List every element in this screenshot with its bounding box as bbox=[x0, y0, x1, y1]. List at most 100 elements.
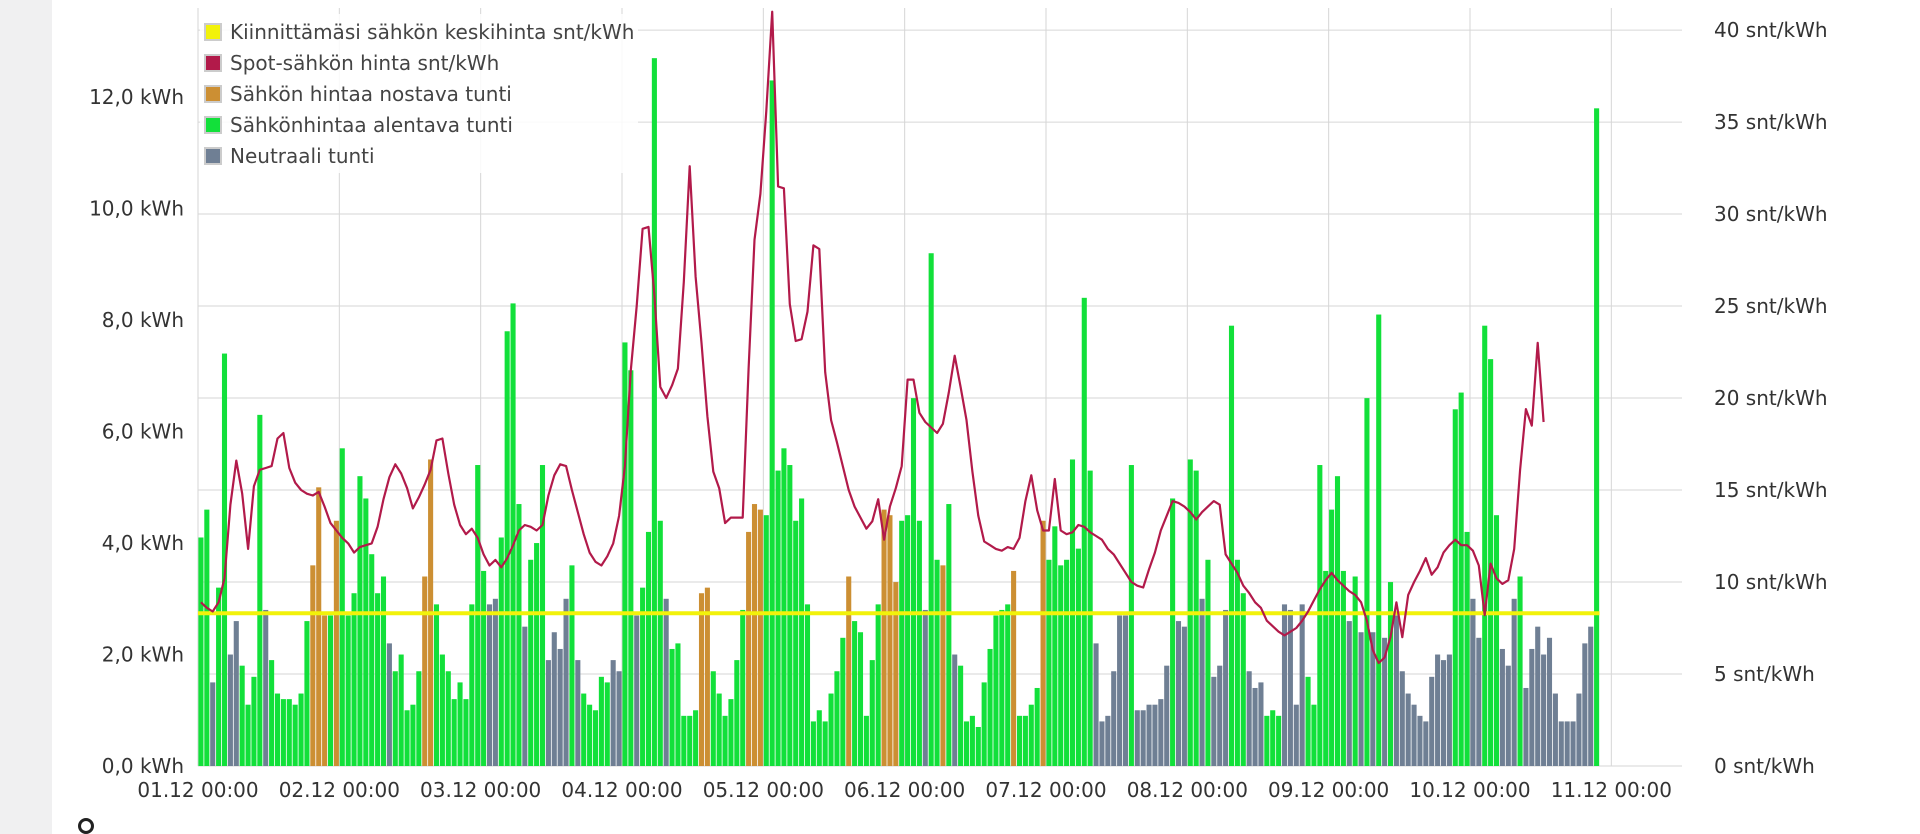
bar-lowering bbox=[1276, 715, 1282, 766]
bar-neutral bbox=[1175, 621, 1182, 766]
bar-lowering bbox=[622, 342, 628, 766]
bar-raising bbox=[746, 531, 752, 766]
bar-raising bbox=[751, 504, 758, 766]
bar-neutral bbox=[1105, 715, 1111, 766]
x-tick-label: 03.12 00:00 bbox=[420, 778, 541, 802]
bar-lowering bbox=[1240, 593, 1246, 766]
bar-neutral bbox=[233, 621, 239, 766]
bar-lowering bbox=[934, 559, 940, 766]
bar-lowering bbox=[822, 721, 828, 766]
y-left-tick-label: 8,0 kWh bbox=[102, 308, 184, 332]
bar-lowering bbox=[257, 414, 263, 766]
bar-raising bbox=[940, 565, 946, 766]
bar-lowering bbox=[799, 498, 805, 766]
bar-lowering bbox=[710, 671, 716, 766]
bar-lowering bbox=[963, 721, 970, 766]
bar-lowering bbox=[528, 559, 534, 766]
bar-neutral bbox=[1552, 693, 1558, 766]
bar-lowering bbox=[969, 715, 975, 766]
x-tick-label: 06.12 00:00 bbox=[844, 778, 965, 802]
bar-lowering bbox=[469, 604, 475, 766]
bar-lowering bbox=[516, 504, 522, 766]
bar-lowering bbox=[993, 615, 999, 766]
consumption-bars bbox=[198, 58, 1600, 767]
bar-lowering bbox=[781, 448, 787, 766]
bar-lowering bbox=[657, 520, 663, 766]
bar-lowering bbox=[946, 504, 952, 766]
legend-item-lowering-hour[interactable]: Sähkönhintaa alentava tunti bbox=[204, 109, 634, 140]
y-right-tick-label: 0 snt/kWh bbox=[1714, 754, 1815, 778]
bar-lowering bbox=[363, 498, 369, 766]
bar-lowering bbox=[857, 632, 864, 766]
legend-item-raising-hour[interactable]: Sähkön hintaa nostava tunti bbox=[204, 78, 634, 109]
spot-price-line bbox=[200, 10, 1545, 665]
y-left-tick-label: 10,0 kWh bbox=[89, 197, 184, 221]
bar-raising bbox=[1040, 520, 1046, 766]
bar-lowering bbox=[292, 704, 298, 766]
bar-lowering bbox=[1340, 570, 1346, 766]
bar-lowering bbox=[1234, 559, 1240, 766]
legend-item-fixed-price[interactable]: Kiinnittämäsi sähkön keskihinta snt/kWh bbox=[204, 16, 634, 47]
bar-lowering bbox=[816, 710, 822, 766]
bar-neutral bbox=[1417, 715, 1423, 766]
x-tick-label: 04.12 00:00 bbox=[561, 778, 682, 802]
bar-lowering bbox=[245, 704, 251, 766]
bar-neutral bbox=[1217, 665, 1223, 766]
bar-lowering bbox=[445, 671, 451, 766]
y-right-tick-label: 40 snt/kWh bbox=[1714, 18, 1828, 42]
bar-neutral bbox=[1140, 710, 1146, 766]
bar-lowering bbox=[439, 654, 445, 766]
bar-lowering bbox=[280, 699, 286, 766]
legend-item-neutral-hour[interactable]: Neutraali tunti bbox=[204, 140, 634, 171]
chart-legend: Kiinnittämäsi sähkön keskihinta snt/kWh … bbox=[200, 14, 639, 173]
bar-neutral bbox=[616, 671, 622, 766]
bar-lowering bbox=[928, 253, 934, 766]
bar-lowering bbox=[1334, 476, 1341, 766]
bar-neutral bbox=[1158, 699, 1164, 766]
bar-lowering bbox=[1387, 582, 1394, 766]
bar-lowering bbox=[852, 621, 858, 766]
bar-lowering bbox=[1329, 509, 1335, 766]
bar-raising bbox=[316, 487, 322, 766]
bar-lowering bbox=[728, 699, 734, 766]
bar-lowering bbox=[369, 554, 375, 766]
bar-lowering bbox=[669, 648, 675, 766]
legend-item-spot-price[interactable]: Spot-sähkön hinta snt/kWh bbox=[204, 47, 634, 78]
x-axis-labels: 01.12 00:00 02.12 00:00 03.12 00:00 04.12 0… bbox=[137, 778, 1672, 802]
bar-lowering bbox=[645, 531, 652, 766]
bar-neutral bbox=[1287, 609, 1293, 766]
y-right-tick-label: 20 snt/kWh bbox=[1714, 386, 1828, 410]
bar-lowering bbox=[1064, 559, 1070, 766]
bar-neutral bbox=[634, 615, 640, 766]
bar-neutral bbox=[1293, 704, 1299, 766]
bar-raising bbox=[333, 520, 339, 766]
y-left-tick-label: 2,0 kWh bbox=[102, 643, 184, 667]
bar-lowering bbox=[1264, 715, 1270, 766]
bar-lowering bbox=[1028, 704, 1034, 766]
y-left-tick-label: 0,0 kWh bbox=[102, 754, 184, 778]
x-tick-label: 09.12 00:00 bbox=[1268, 778, 1389, 802]
bar-lowering bbox=[298, 693, 304, 766]
bar-lowering bbox=[251, 676, 257, 766]
bar-neutral bbox=[486, 604, 493, 766]
bar-lowering bbox=[392, 671, 398, 766]
bar-lowering bbox=[804, 604, 811, 766]
zoom-icon[interactable] bbox=[78, 818, 94, 834]
bar-neutral bbox=[1411, 704, 1417, 766]
bar-neutral bbox=[1199, 598, 1205, 766]
bar-neutral bbox=[263, 609, 269, 766]
bar-neutral bbox=[1429, 676, 1435, 766]
bar-lowering bbox=[198, 537, 204, 766]
bar-lowering bbox=[598, 676, 604, 766]
bar-neutral bbox=[1122, 615, 1129, 766]
bar-neutral bbox=[1146, 704, 1152, 766]
legend-label: Spot-sähkön hinta snt/kWh bbox=[230, 50, 500, 75]
bar-lowering bbox=[416, 671, 422, 766]
bar-neutral bbox=[551, 632, 557, 766]
bar-lowering bbox=[1452, 409, 1458, 766]
bar-lowering bbox=[1317, 465, 1323, 766]
bar-raising bbox=[704, 587, 710, 766]
y-left-tick-label: 12,0 kWh bbox=[89, 85, 184, 109]
bar-neutral bbox=[1152, 704, 1158, 766]
bar-neutral bbox=[952, 654, 958, 766]
